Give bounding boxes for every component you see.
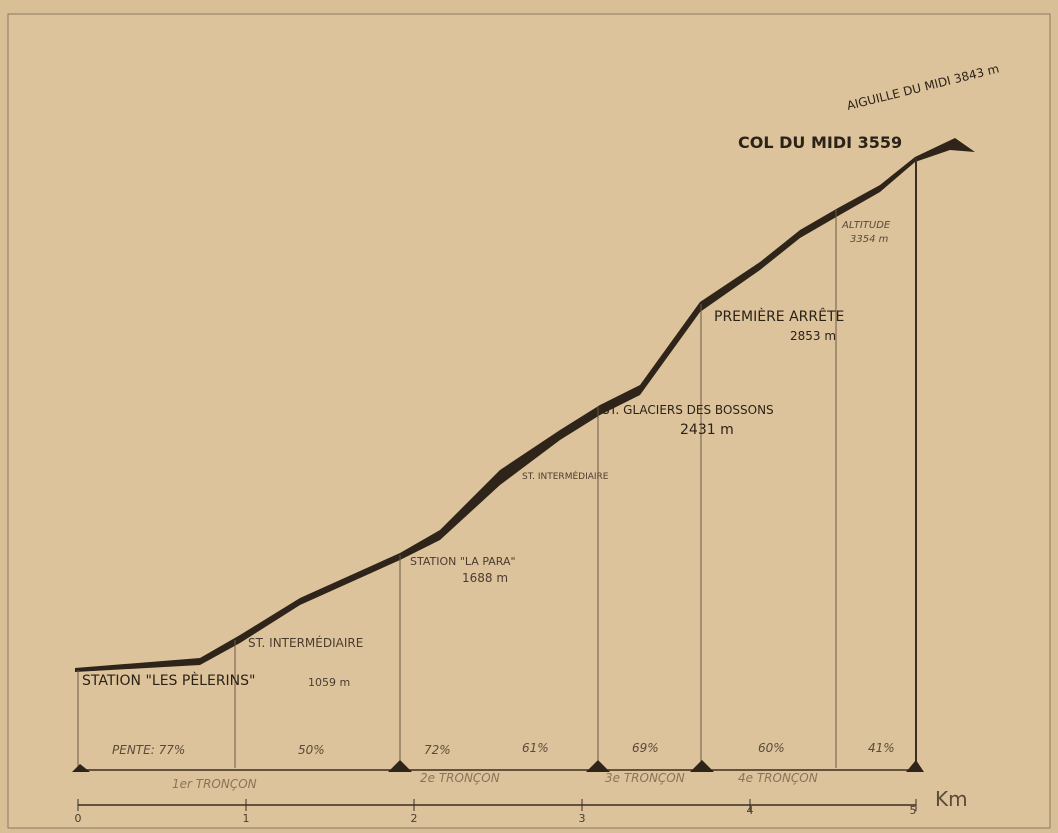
axis-tick-label: 1 (243, 812, 250, 825)
pylon (72, 764, 90, 772)
slope-label: 69% (632, 741, 659, 755)
station-altitude: 1059 m (308, 676, 350, 689)
section-label: 1er TRONÇON (172, 777, 257, 791)
slope-label: 60% (758, 741, 785, 755)
axis-tick-label: 5 (910, 804, 917, 817)
station-label: STATION "LA PARA" (410, 555, 516, 568)
station-label: PREMIÈRE ARRÊTE (714, 307, 844, 325)
slope-label: PENTE: 77% (112, 743, 185, 757)
mountain-profile (75, 138, 975, 672)
pylons (72, 760, 924, 772)
pylon (586, 760, 610, 772)
slope-label: 41% (868, 741, 895, 755)
slope-label: 61% (522, 741, 549, 755)
station-altitude: 2431 m (680, 422, 734, 438)
station-altitude: 3354 m (850, 234, 889, 245)
station-label: STATION "LES PÈLERINS" (82, 672, 255, 689)
pylon (388, 760, 412, 772)
station-label: ST. GLACIERS DES BOSSONS (602, 403, 774, 417)
station-label: ST. INTERMÉDIAIRE (248, 635, 363, 650)
slope-label: 72% (424, 743, 451, 757)
axis-tick-label: 0 (75, 812, 82, 825)
station-lines (75, 158, 920, 771)
pylon (906, 760, 924, 772)
frame (7, 13, 1051, 829)
distance-axis: 0 1 2 3 4 5 Km (75, 787, 968, 825)
section-label: 2e TRONÇON (420, 771, 500, 785)
axis-tick-label: 2 (411, 812, 418, 825)
axis-tick-label: 3 (579, 812, 586, 825)
col-label: COL DU MIDI 3559 (738, 133, 902, 152)
station-label: ST. INTERMÉDIAIRE (522, 470, 609, 482)
section-label: 3e TRONÇON (605, 771, 685, 785)
station-altitude: 2853 m (790, 329, 836, 343)
axis-tick-label: 4 (747, 804, 754, 817)
pylon (690, 760, 714, 772)
section-label: 4e TRONÇON (738, 771, 818, 785)
axis-unit: Km (935, 787, 968, 811)
station-altitude: 1688 m (462, 571, 508, 585)
station-label: ALTITUDE (841, 220, 891, 231)
slope-label: 50% (298, 743, 325, 757)
